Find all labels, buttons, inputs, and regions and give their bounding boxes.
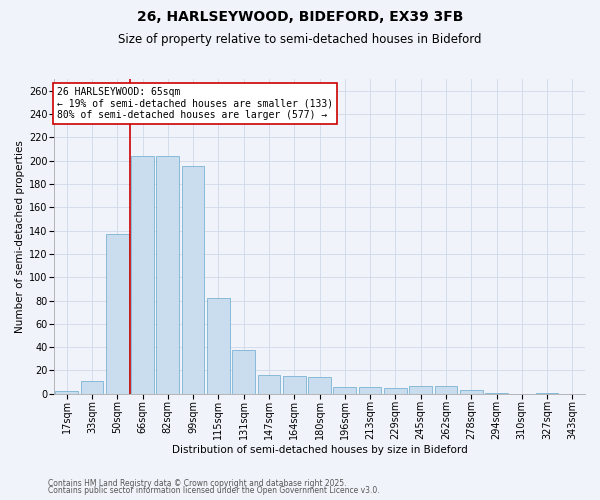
Bar (409, 386, 432, 394)
X-axis label: Distribution of semi-detached houses by size in Bideford: Distribution of semi-detached houses by … (172, 445, 467, 455)
Bar (232, 350, 255, 394)
Bar (182, 166, 205, 394)
Text: 26, HARLSEYWOOD, BIDEFORD, EX39 3FB: 26, HARLSEYWOOD, BIDEFORD, EX39 3FB (137, 10, 463, 24)
Bar (434, 386, 457, 394)
Bar (384, 388, 407, 394)
Bar (106, 234, 128, 394)
Bar (308, 378, 331, 394)
Bar (257, 375, 280, 394)
Bar (207, 298, 230, 394)
Text: Contains HM Land Registry data © Crown copyright and database right 2025.: Contains HM Land Registry data © Crown c… (48, 478, 347, 488)
Text: Size of property relative to semi-detached houses in Bideford: Size of property relative to semi-detach… (118, 32, 482, 46)
Bar (334, 387, 356, 394)
Bar (283, 376, 305, 394)
Bar (131, 156, 154, 394)
Bar (80, 381, 103, 394)
Bar (55, 392, 78, 394)
Bar (157, 156, 179, 394)
Bar (460, 390, 482, 394)
Bar (485, 392, 508, 394)
Bar (536, 392, 559, 394)
Text: 26 HARLSEYWOOD: 65sqm
← 19% of semi-detached houses are smaller (133)
80% of sem: 26 HARLSEYWOOD: 65sqm ← 19% of semi-deta… (56, 87, 332, 120)
Y-axis label: Number of semi-detached properties: Number of semi-detached properties (15, 140, 25, 333)
Text: Contains public sector information licensed under the Open Government Licence v3: Contains public sector information licen… (48, 486, 380, 495)
Bar (359, 387, 382, 394)
